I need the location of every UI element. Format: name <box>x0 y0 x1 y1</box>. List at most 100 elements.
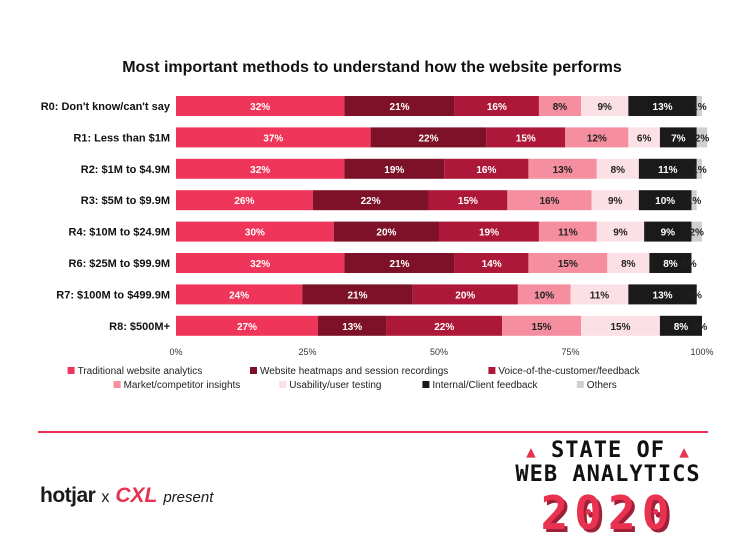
category-label: R7: $100M to $499.9M <box>56 289 170 301</box>
x-tick-label: 75% <box>561 347 579 357</box>
data-label: 13% <box>653 290 673 301</box>
bar-segment <box>344 158 445 179</box>
bar-segment <box>638 190 692 211</box>
bar-segment <box>696 96 702 116</box>
logo-year: 2020 <box>540 486 676 540</box>
data-label: 8% <box>621 259 636 270</box>
data-label: 7% <box>671 133 686 144</box>
legend-swatch <box>250 367 257 374</box>
legend-swatch <box>422 381 430 388</box>
state-of-web-analytics-logo: ▲ STATE OF ▲ WEB ANALYTICS 2020 <box>508 440 708 540</box>
data-label: 15% <box>516 133 536 144</box>
x-tick-label: 50% <box>430 347 448 357</box>
bar-segment <box>517 284 571 305</box>
data-label: 11% <box>590 290 610 301</box>
bar-segment <box>302 284 413 305</box>
bar-segment <box>659 315 702 336</box>
bar-segment <box>596 221 645 242</box>
data-label: 24% <box>229 290 249 301</box>
category-label: R2: $1M to $4.9M <box>81 164 170 176</box>
bar-segment <box>486 127 566 148</box>
legend-swatch <box>113 381 121 388</box>
x-tick-label: 0% <box>169 347 182 357</box>
bar-segment <box>386 315 503 336</box>
data-label: 1% <box>687 196 702 207</box>
data-label: 2% <box>695 133 710 144</box>
bar-segment <box>312 190 429 211</box>
bar-segment <box>570 284 629 305</box>
bar-segment <box>176 127 371 148</box>
data-label: 22% <box>434 322 454 333</box>
bar-segment <box>454 253 529 273</box>
data-label: 0% <box>682 259 697 270</box>
logo-line2: WEB ANALYTICS <box>515 462 701 487</box>
bar-segment <box>565 127 629 148</box>
data-label: 21% <box>390 102 410 113</box>
data-label: 9% <box>597 102 612 113</box>
data-label: 26% <box>234 196 254 207</box>
data-label: 30% <box>245 228 265 239</box>
data-label: 13% <box>553 165 573 176</box>
cxl-logo: CXL <box>115 484 158 507</box>
stacked-bar-chart: Most important methods to understand how… <box>41 59 714 391</box>
bar-segment <box>344 253 455 273</box>
data-label: 15% <box>532 322 552 333</box>
bar-segment <box>502 315 582 336</box>
legend-label: Website heatmaps and session recordings <box>260 366 448 377</box>
data-label: 9% <box>661 228 676 239</box>
bar-segment <box>696 127 708 148</box>
data-label: 1% <box>692 165 707 176</box>
data-label: 13% <box>342 322 362 333</box>
data-label: 11% <box>658 165 678 176</box>
flame-icon: ▲ <box>526 442 537 461</box>
data-label: 1% <box>692 102 707 113</box>
bar-segment <box>691 190 697 211</box>
bar-segment <box>659 127 697 148</box>
data-label: 15% <box>558 259 578 270</box>
legend-swatch <box>67 367 75 374</box>
data-label: 10% <box>655 196 675 207</box>
legend-swatch <box>279 381 287 388</box>
category-label: R6: $25M to $99.9M <box>69 258 170 270</box>
bar-segment <box>638 158 697 179</box>
legend-swatch <box>488 367 496 374</box>
bar-segment <box>628 127 660 148</box>
data-label: 8% <box>663 259 678 270</box>
data-label: 12% <box>587 133 607 144</box>
data-label: 14% <box>482 259 502 270</box>
bar-segment <box>176 158 345 179</box>
brand-separator: x <box>101 489 110 506</box>
bar-segment <box>412 284 518 305</box>
bar-segment <box>691 221 702 242</box>
data-label: 16% <box>487 102 507 113</box>
data-label: 22% <box>418 133 438 144</box>
legend-label: Voice-of-the-customer/feedback <box>498 366 640 377</box>
legend-label: Usability/user testing <box>289 380 381 391</box>
bar-segment <box>528 253 608 273</box>
data-label: 9% <box>613 228 628 239</box>
legend-label: Others <box>587 380 617 391</box>
data-label: 15% <box>610 322 630 333</box>
data-label: 10% <box>534 290 554 301</box>
data-label: 0% <box>688 290 703 301</box>
category-label: R4: $10M to $24.9M <box>69 227 170 239</box>
data-label: 21% <box>347 290 367 301</box>
bar-segment <box>644 221 692 242</box>
x-tick-label: 100% <box>690 347 713 357</box>
category-label: R8: $500M+ <box>109 321 170 333</box>
bar-segment <box>318 315 387 336</box>
data-label: 15% <box>458 196 478 207</box>
data-label: 8% <box>553 102 568 113</box>
data-label: 8% <box>674 322 689 333</box>
data-label: 16% <box>476 165 496 176</box>
data-label: 2% <box>690 228 705 239</box>
data-label: 37% <box>263 133 283 144</box>
bar-segment <box>628 284 697 305</box>
data-label: 22% <box>361 196 381 207</box>
category-label: R3: $5M to $9.9M <box>81 195 170 207</box>
bar-segment <box>444 158 529 179</box>
chart-title: Most important methods to understand how… <box>122 59 622 76</box>
bar-segment <box>439 221 539 242</box>
bar-segment <box>428 190 508 211</box>
bar-segment <box>581 315 660 336</box>
